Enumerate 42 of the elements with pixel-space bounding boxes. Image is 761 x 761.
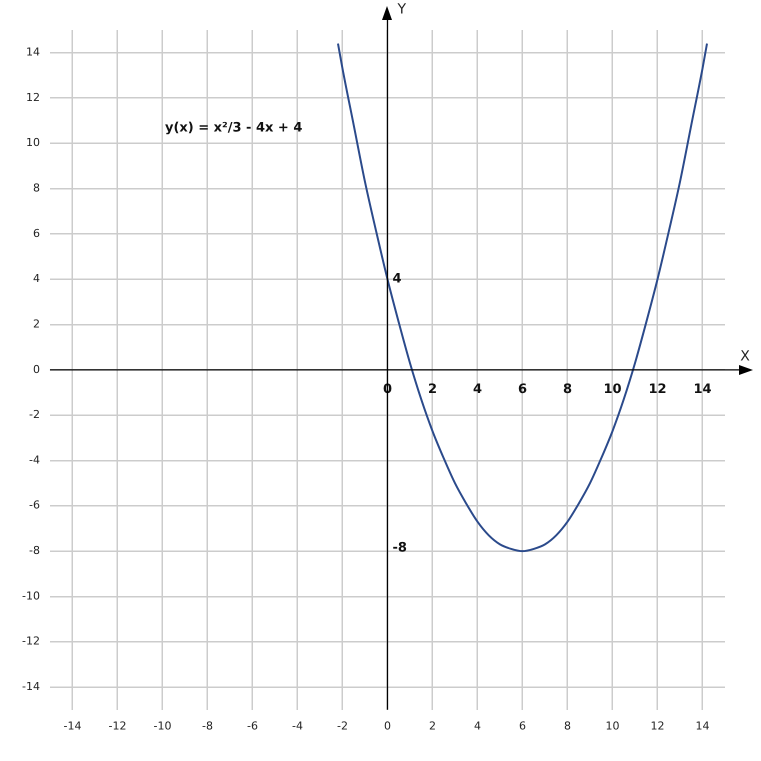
x-axis-title: X xyxy=(740,348,750,365)
x-tick-label: -6 xyxy=(246,719,258,732)
x-tick-label: 12 xyxy=(650,719,664,732)
annotation: 4 xyxy=(392,272,402,287)
y-tick-label: 12 xyxy=(26,90,40,104)
y-tick-label: -6 xyxy=(29,498,40,512)
x-tick-label: 14 xyxy=(696,719,710,732)
y-axis-title: Y xyxy=(396,2,406,18)
x-tick-label: 6 xyxy=(518,719,526,732)
annotation: y(x) = x²/3 - 4x + 4 xyxy=(164,120,302,136)
x-tick-label: 0 xyxy=(384,719,391,732)
y-tick-label: -10 xyxy=(22,589,40,602)
y-tick-label: 10 xyxy=(26,136,40,150)
y-tick-label: 2 xyxy=(32,317,40,330)
x-tick-label: 10 xyxy=(605,719,620,732)
x2-tick-label: 6 xyxy=(518,382,528,398)
x-tick-label: 2 xyxy=(428,719,436,732)
y-tick-label: 0 xyxy=(32,362,40,376)
y-tick-label: -14 xyxy=(22,680,40,693)
y-tick-label: 14 xyxy=(26,46,40,59)
x2-tick-label: 10 xyxy=(603,382,622,398)
y-tick-label: -2 xyxy=(29,408,40,422)
x2-tick-label: 2 xyxy=(428,382,438,398)
x2-tick-label: 4 xyxy=(472,382,482,398)
x-tick-label: -10 xyxy=(153,719,172,732)
y-tick-label: -8 xyxy=(29,544,40,558)
annotation: -8 xyxy=(392,540,407,556)
x2-tick-label: 14 xyxy=(693,382,712,398)
x-tick-label: -8 xyxy=(202,719,213,732)
x2-tick-label: 12 xyxy=(648,382,667,398)
x-tick-label: -14 xyxy=(63,719,82,732)
y-tick-label: -4 xyxy=(29,453,40,466)
x-tick-label: 8 xyxy=(564,719,571,732)
y-tick-label: 8 xyxy=(32,181,40,194)
x-tick-label: -2 xyxy=(336,719,348,732)
x-tick-label: 4 xyxy=(474,719,481,732)
x-tick-label: -4 xyxy=(292,719,303,732)
y-tick-label: -12 xyxy=(22,634,40,648)
x-tick-label: -12 xyxy=(108,719,126,732)
x2-tick-label: 8 xyxy=(562,382,572,398)
y-tick-label: 4 xyxy=(32,272,40,286)
y-tick-label: 6 xyxy=(32,226,40,240)
